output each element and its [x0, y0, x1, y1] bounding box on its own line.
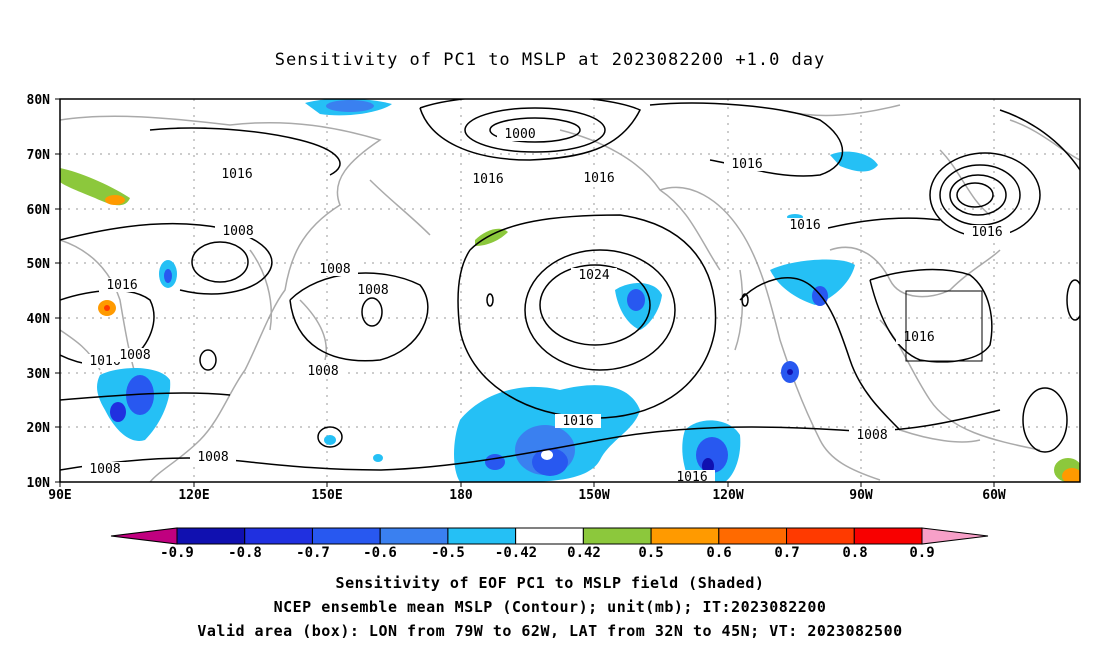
map-title: Sensitivity of PC1 to MSLP at 2023082200… — [274, 50, 826, 70]
map-plot-area: 1000 1016 1016 1016 1016 1008 1016 1024 … — [60, 99, 1080, 485]
colorbar — [110, 527, 989, 545]
colorbar-bin — [311, 527, 381, 545]
caption-shaded: Sensitivity of EOF PC1 to MSLP field (Sh… — [335, 574, 765, 592]
contour-label: 1016 — [731, 157, 762, 172]
contour-label: 1008 — [319, 262, 350, 277]
colorbar-label: 0.9 — [909, 545, 934, 561]
colorbar-min-arrow — [110, 527, 178, 545]
contour-label: 1000 — [504, 127, 535, 142]
lon-label: 120W — [712, 488, 743, 503]
lat-label: 30N — [27, 367, 51, 382]
colorbar-bin — [650, 527, 720, 545]
colorbar-bin — [853, 527, 923, 545]
coastlines — [60, 104, 1080, 482]
colorbar-label: -0.42 — [495, 545, 537, 561]
colorbar-label: 0.5 — [638, 545, 663, 561]
contour-label: 1016 — [472, 172, 503, 187]
lon-label: 90W — [849, 488, 873, 503]
contour-label: 1008 — [89, 462, 120, 477]
lat-label: 80N — [27, 93, 51, 108]
lon-label: 180 — [449, 488, 473, 503]
longitude-labels: 90E 120E 150E 180 150W 120W 90W 60W — [48, 488, 1006, 503]
lat-label: 70N — [27, 148, 51, 163]
map-frame — [59, 98, 1081, 483]
contour-label: 1016 — [562, 414, 593, 429]
colorbar-label: -0.7 — [296, 545, 330, 561]
colorbar-bin — [447, 527, 517, 545]
lat-label: 40N — [27, 312, 51, 327]
contour-label: 1008 — [307, 364, 338, 379]
lon-label: 120E — [178, 488, 209, 503]
colorbar-label: 0.6 — [706, 545, 731, 561]
contour-label: 1008 — [197, 450, 228, 465]
colorbar-labels: -0.9 -0.8 -0.7 -0.6 -0.5 -0.42 0.42 0.5 … — [160, 545, 935, 561]
lat-label: 60N — [27, 203, 51, 218]
colorbar-max-arrow — [921, 527, 989, 545]
colorbar-label: -0.5 — [431, 545, 465, 561]
colorbar-bin — [176, 527, 246, 545]
caption-valid-area: Valid area (box): LON from 79W to 62W, L… — [197, 622, 903, 640]
lat-label: 20N — [27, 421, 51, 436]
colorbar-label: 0.42 — [567, 545, 601, 561]
lon-label: 150W — [578, 488, 609, 503]
contour-label: 1016 — [903, 330, 934, 345]
colorbar-label: 0.7 — [774, 545, 799, 561]
contour-label: 1008 — [222, 224, 253, 239]
colorbar-label: -0.6 — [363, 545, 397, 561]
contour-label: 1016 — [106, 278, 137, 293]
tick-marks — [55, 98, 995, 487]
colorbar-bin — [379, 527, 449, 545]
colorbar-bin — [718, 527, 788, 545]
colorbar-bin — [244, 527, 313, 545]
contour-label: 1008 — [357, 283, 388, 298]
contour-label: 1008 — [119, 348, 150, 363]
caption-contour: NCEP ensemble mean MSLP (Contour); unit(… — [273, 598, 827, 616]
contour-label: 1024 — [578, 268, 609, 283]
colorbar-label: -0.9 — [160, 545, 194, 561]
colorbar-label: 0.8 — [842, 545, 867, 561]
lon-label: 60W — [982, 488, 1006, 503]
lat-label: 10N — [27, 476, 51, 491]
lon-label: 90E — [48, 488, 71, 503]
contour-label: 1016 — [583, 171, 614, 186]
contour-label: 1016 — [221, 167, 252, 182]
latitude-labels: 80N 70N 60N 50N 40N 30N 20N 10N — [27, 93, 51, 491]
colorbar-bin — [582, 527, 652, 545]
contour-label: 1016 — [971, 225, 1002, 240]
grid — [60, 99, 1080, 482]
lon-label: 150E — [311, 488, 342, 503]
contour-labels: 1000 1016 1016 1016 1016 1008 1016 1024 … — [82, 127, 1010, 485]
contour-label: 1016 — [789, 218, 820, 233]
colorbar-label: -0.8 — [228, 545, 262, 561]
contour-label: 1008 — [856, 428, 887, 443]
colorbar-bin — [786, 527, 855, 545]
lat-label: 50N — [27, 257, 51, 272]
colorbar-bin — [515, 527, 584, 545]
contour-label: 1016 — [676, 470, 707, 485]
valid-area-box — [905, 290, 983, 362]
